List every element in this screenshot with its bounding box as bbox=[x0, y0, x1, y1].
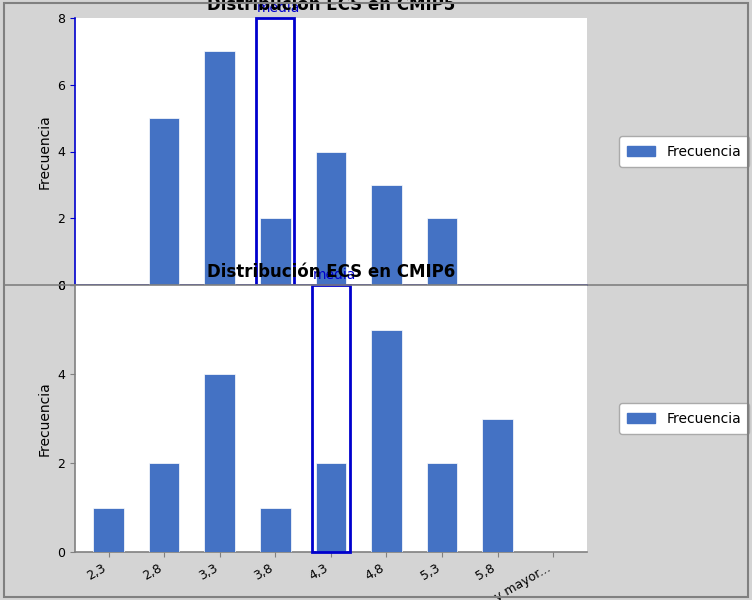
Text: media: media bbox=[257, 1, 301, 16]
Bar bbox=[93, 508, 124, 552]
Legend: Frecuencia: Frecuencia bbox=[619, 136, 750, 167]
Bar bbox=[256, 18, 295, 285]
Title: Distribución ECS en CMIP5: Distribución ECS en CMIP5 bbox=[207, 0, 455, 14]
Y-axis label: Frecuencia: Frecuencia bbox=[38, 381, 52, 456]
Y-axis label: Frecuencia: Frecuencia bbox=[38, 114, 52, 189]
Text: media: media bbox=[313, 268, 356, 283]
Bar bbox=[205, 374, 235, 552]
Bar bbox=[149, 118, 180, 285]
Bar bbox=[371, 185, 402, 285]
Bar bbox=[260, 218, 290, 285]
Bar bbox=[427, 218, 457, 285]
Bar bbox=[482, 419, 513, 552]
Bar bbox=[371, 329, 402, 552]
Bar bbox=[427, 463, 457, 552]
Bar bbox=[312, 285, 350, 552]
Legend: Frecuencia: Frecuencia bbox=[619, 403, 750, 434]
Bar bbox=[205, 52, 235, 285]
Bar bbox=[316, 463, 346, 552]
Bar bbox=[260, 508, 290, 552]
Bar bbox=[316, 151, 346, 285]
X-axis label: ECS en CO2 X 2: ECS en CO2 X 2 bbox=[276, 313, 386, 327]
Bar bbox=[149, 463, 180, 552]
Title: Distribución ECS en CMIP6: Distribución ECS en CMIP6 bbox=[207, 263, 455, 281]
